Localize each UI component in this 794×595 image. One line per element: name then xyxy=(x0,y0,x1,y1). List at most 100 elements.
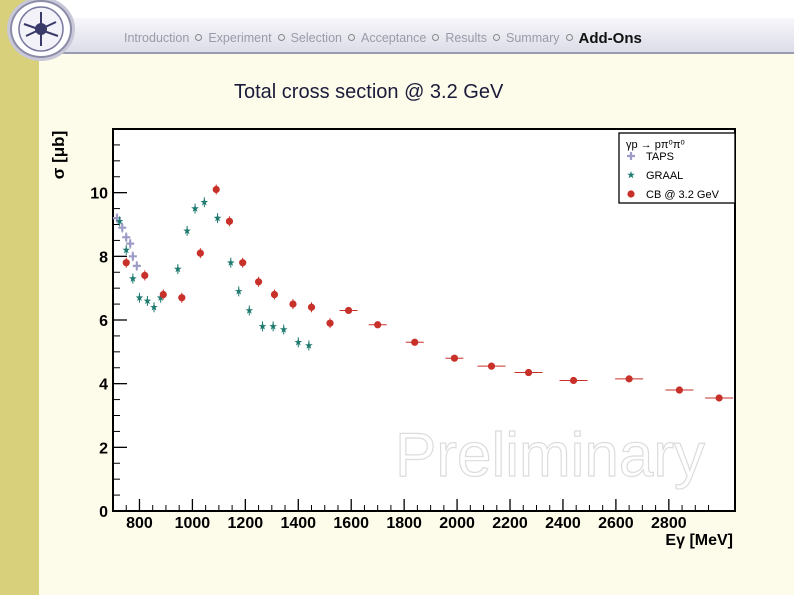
taps-point xyxy=(118,223,127,232)
y-tick-label: 6 xyxy=(99,313,108,330)
taps-point xyxy=(122,233,131,242)
cb-point xyxy=(450,354,459,362)
x-tick-label: 800 xyxy=(126,515,153,532)
legend-entry: TAPS xyxy=(646,151,674,163)
taps-point xyxy=(126,239,135,248)
x-tick-label: 2200 xyxy=(492,515,528,532)
legend-marker-icon xyxy=(627,190,635,198)
legend-header: γp → pπ⁰π⁰ xyxy=(626,139,685,151)
page-title: Total cross section @ 3.2 GeV xyxy=(234,81,504,103)
graal-point xyxy=(143,296,152,305)
graal-point xyxy=(183,226,191,235)
nav-separator-icon xyxy=(348,33,355,41)
cb-point xyxy=(254,278,263,286)
taps-point xyxy=(128,252,137,261)
nav-selection[interactable]: Selection xyxy=(290,31,342,45)
cb-point xyxy=(141,271,149,280)
y-axis-label: σ [μb] xyxy=(49,131,68,179)
logo xyxy=(10,0,72,58)
legend-entry: CB @ 3.2 GeV xyxy=(646,189,720,201)
cb-point xyxy=(270,290,279,299)
graal-point xyxy=(227,258,235,266)
graal-point xyxy=(234,287,243,295)
cb-point xyxy=(122,259,130,267)
header-band xyxy=(39,0,794,18)
watermark-label: Preliminary xyxy=(395,421,705,490)
nav-separator-icon xyxy=(277,33,285,41)
nav-add-ons[interactable]: Add-Ons xyxy=(578,29,642,47)
nav-acceptance[interactable]: Acceptance xyxy=(361,31,427,45)
x-tick-label: 1000 xyxy=(175,515,211,532)
y-tick-label: 10 xyxy=(90,186,108,203)
y-tick-label: 8 xyxy=(99,249,108,266)
logo-graphic xyxy=(18,6,64,52)
graal-point xyxy=(174,265,182,273)
legend-entry: GRAAL xyxy=(646,170,683,182)
legend-box xyxy=(618,132,736,204)
x-tick-label: 2400 xyxy=(545,515,581,532)
legend-marker-icon xyxy=(627,171,635,179)
x-tick-label: 1600 xyxy=(333,515,369,532)
y-tick-label: 4 xyxy=(99,377,108,394)
taps-point xyxy=(132,261,141,270)
cb-point xyxy=(225,217,234,225)
cb-point xyxy=(289,300,297,308)
cb-point xyxy=(326,319,334,327)
graal-point xyxy=(200,198,209,206)
graal-point xyxy=(115,217,124,225)
graal-point xyxy=(258,322,267,330)
graal-point xyxy=(150,303,158,311)
legend-marker-icon xyxy=(627,152,635,160)
cb-point xyxy=(524,368,533,377)
graal-point xyxy=(191,204,199,212)
cb-point xyxy=(159,290,167,299)
cb-point xyxy=(344,306,353,315)
nav-experiment[interactable]: Experiment xyxy=(208,31,272,45)
cb-point xyxy=(196,249,204,257)
x-tick-label: 2800 xyxy=(651,515,687,532)
axes: 800 1000 1200 1400 1600 1800 2000 2200 2400 2600 2… xyxy=(90,144,736,532)
graal-point xyxy=(294,338,303,346)
nav-separator-icon xyxy=(493,33,501,41)
graal-point xyxy=(135,293,144,301)
nav-results[interactable]: Results xyxy=(445,31,488,45)
cb-point xyxy=(625,375,633,383)
nav-separator-icon xyxy=(565,33,573,41)
left-decor-bar xyxy=(0,0,39,595)
cb-point xyxy=(715,394,723,402)
x-tick-label: 1400 xyxy=(280,515,316,532)
nav-separator-icon xyxy=(195,33,203,41)
cb-point xyxy=(178,294,186,302)
cb-point xyxy=(411,338,419,346)
graal-point xyxy=(245,306,254,314)
graal-point xyxy=(213,214,222,222)
cb-point xyxy=(675,386,684,394)
graal-point xyxy=(279,325,288,333)
x-tick-label: 1200 xyxy=(228,515,264,532)
nav-separator-icon xyxy=(432,33,440,41)
y-tick-label: 2 xyxy=(99,440,108,457)
cb-point xyxy=(374,321,382,329)
graal-point xyxy=(305,341,313,349)
navigation-bar xyxy=(39,18,794,54)
graal-point xyxy=(129,274,137,282)
nav-introduction[interactable]: Introduction xyxy=(124,31,190,45)
cb-point xyxy=(212,185,220,194)
x-axis-label: Eγ [MeV] xyxy=(665,532,733,549)
graal-point xyxy=(269,322,277,330)
x-tick-label: 2000 xyxy=(439,515,475,532)
graal-point xyxy=(156,293,165,301)
cb-point xyxy=(307,303,316,311)
data-points xyxy=(112,184,734,402)
y-tick-label: 0 xyxy=(99,504,108,521)
cb-point xyxy=(487,362,496,370)
cb-point xyxy=(569,376,578,385)
breadcrumb-nav: Introduction Experiment Selection Accept… xyxy=(124,29,642,47)
x-tick-label: 2600 xyxy=(598,515,634,532)
graal-point xyxy=(122,246,130,254)
cb-point xyxy=(239,259,247,267)
x-tick-label: 1800 xyxy=(386,515,422,532)
nav-summary[interactable]: Summary xyxy=(506,31,560,45)
